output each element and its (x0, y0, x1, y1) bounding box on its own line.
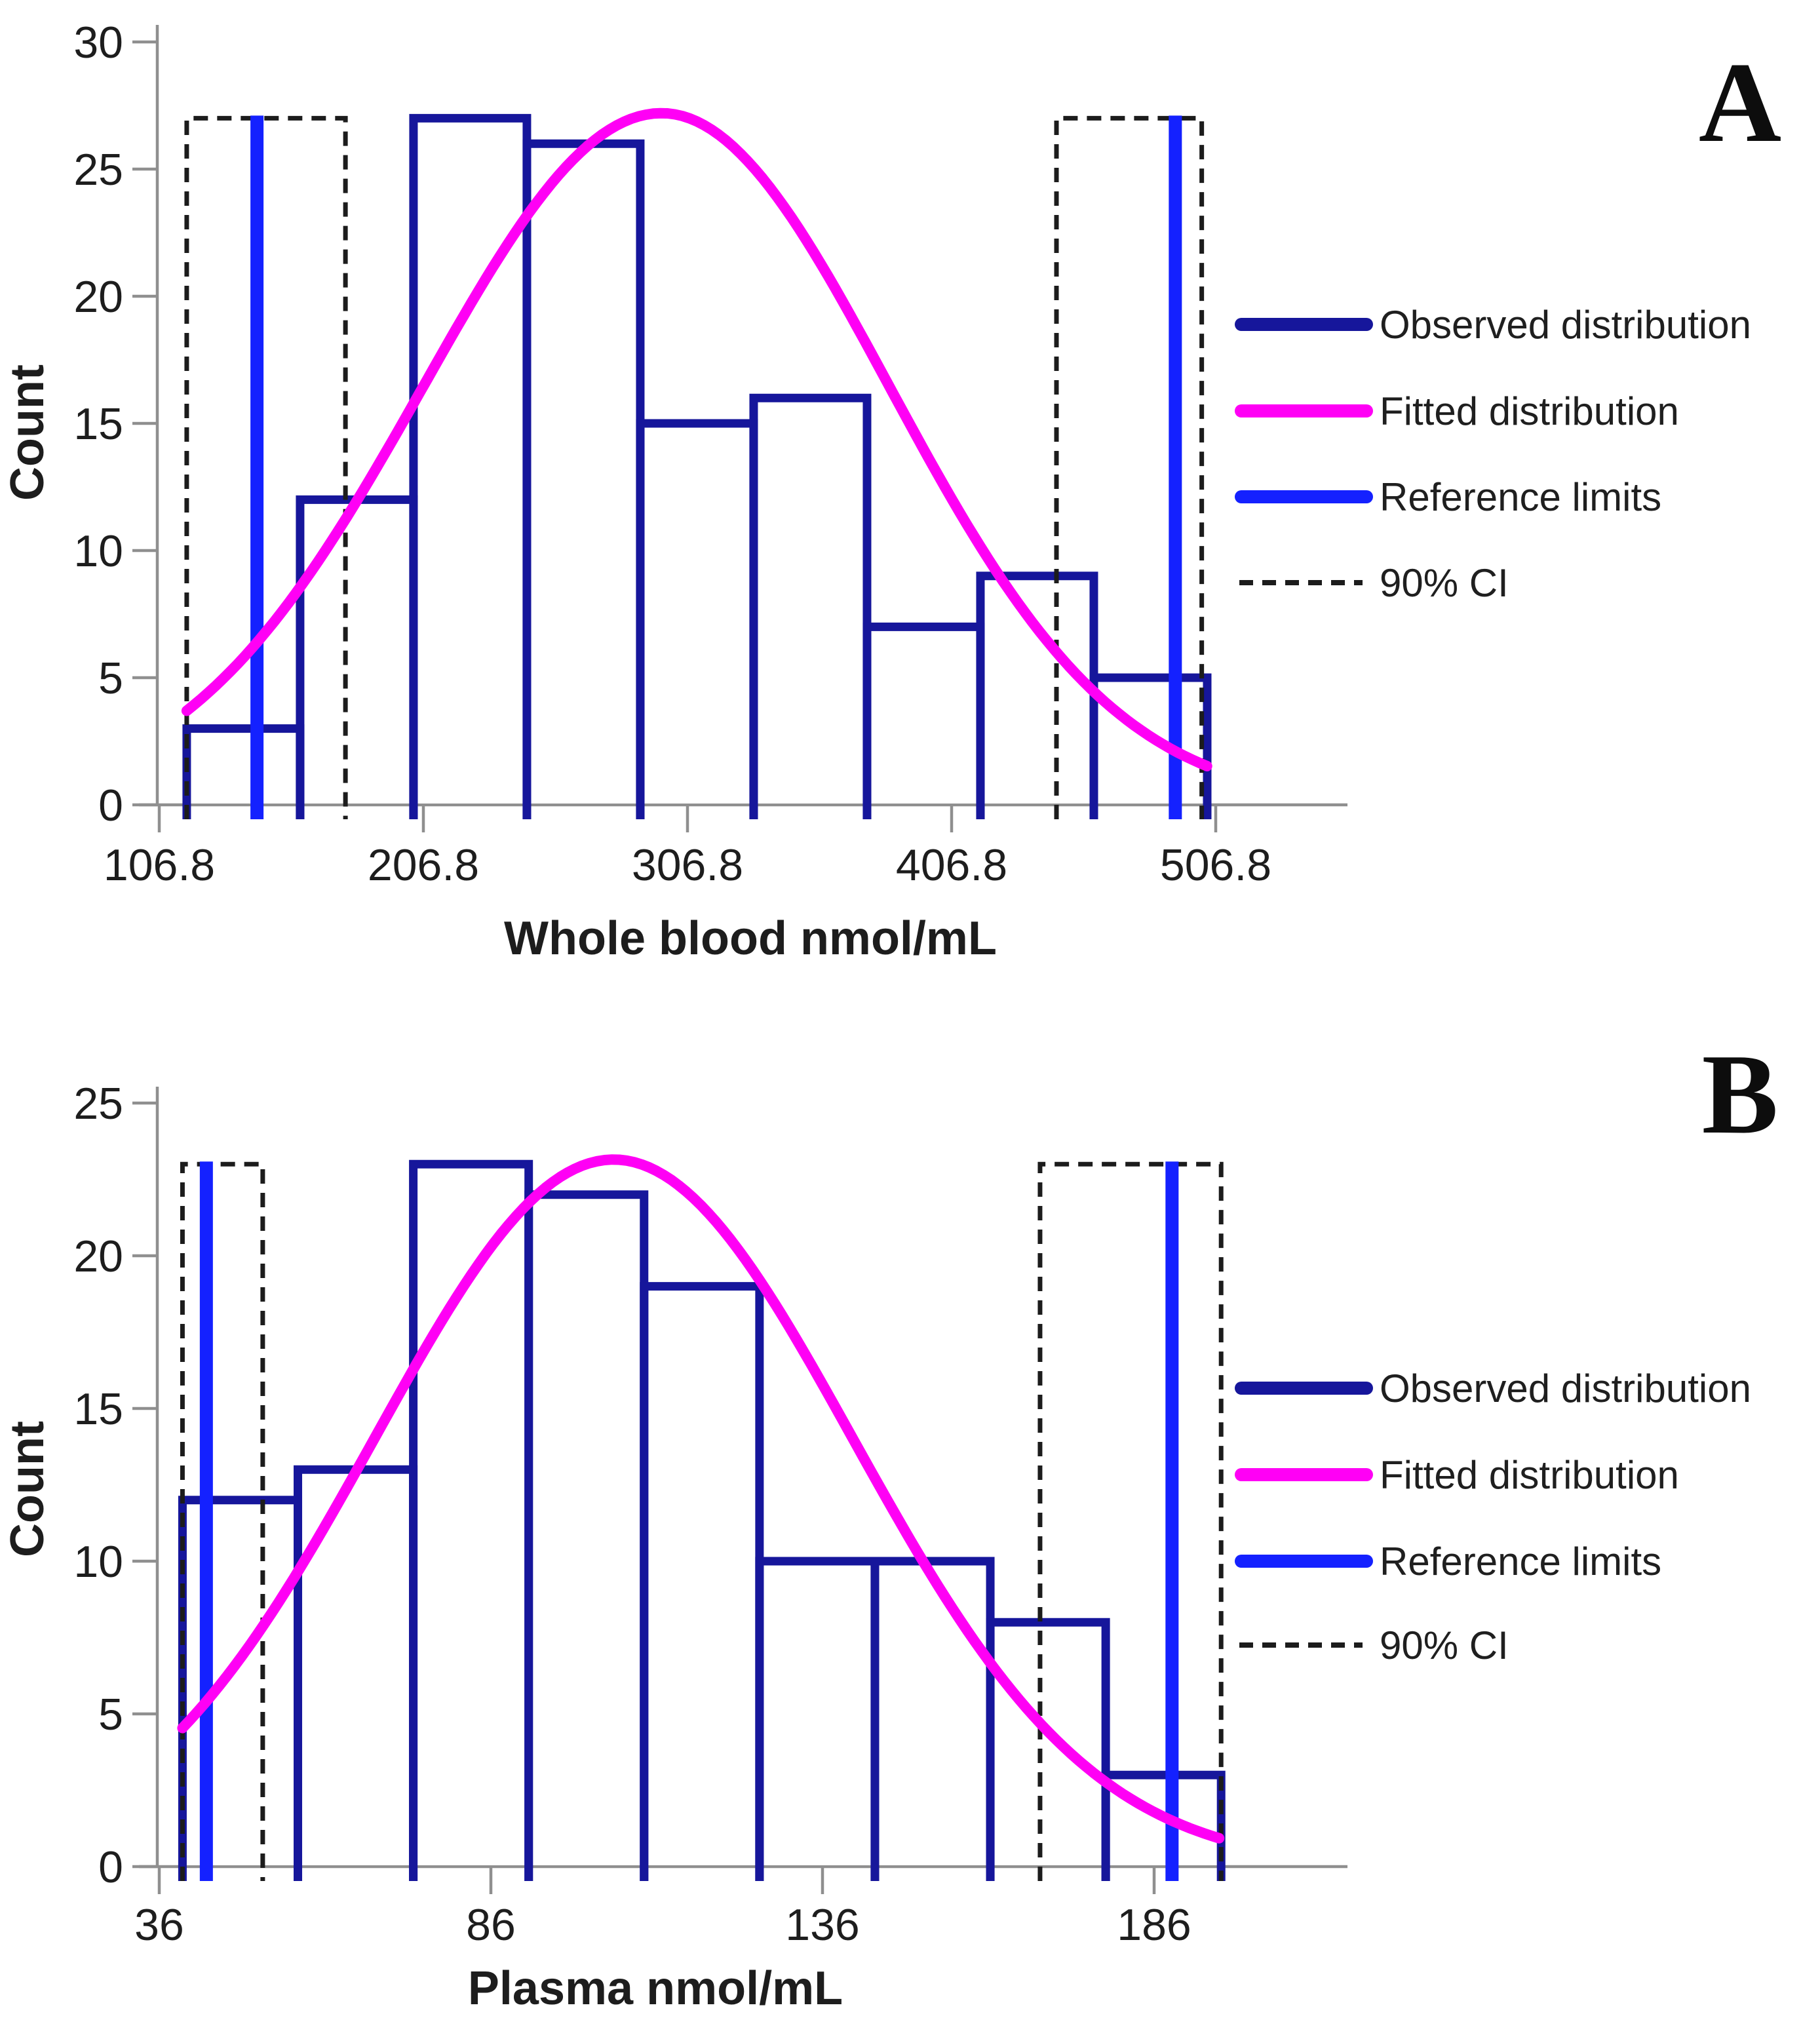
y-tick-label: 20 (73, 1232, 123, 1281)
y-tick-label: 30 (73, 18, 123, 68)
panel-letter: B (1702, 1030, 1779, 1157)
legend-label: Reference limits (1380, 1540, 1661, 1583)
fitted-curve (177, 1154, 1225, 1844)
histogram-bar-fill (186, 728, 300, 804)
y-tick-label: 15 (73, 399, 123, 449)
y-tick-label: 20 (73, 272, 123, 322)
histogram-bar-fill (980, 575, 1094, 804)
legend-item: Observed distribution (1235, 303, 1751, 347)
x-tick-label: 36 (134, 1900, 184, 1950)
y-tick-label: 25 (73, 145, 123, 195)
legend-label: 90% CI (1380, 1623, 1509, 1667)
legend-label: Observed distribution (1380, 303, 1751, 347)
y-axis-title: Count (1, 364, 54, 501)
x-tick-label: 306.8 (632, 840, 743, 890)
ci-box (180, 1161, 265, 1881)
y-tick-label: 15 (73, 1384, 123, 1434)
y-tick-label: 10 (73, 526, 123, 576)
legend-item: Fitted distribution (1235, 1453, 1679, 1497)
histogram-bar-fill (300, 499, 414, 804)
histogram-bar-fill (644, 1286, 760, 1865)
y-tick-label: 0 (98, 1842, 123, 1892)
y-axis-title: Count (1, 1421, 54, 1557)
y-tick-label: 5 (98, 1690, 123, 1739)
histogram-bar-fill (866, 627, 980, 804)
legend-item: Fitted distribution (1235, 389, 1679, 433)
histogram-bar-fill (640, 423, 754, 804)
histogram-bar (1089, 673, 1212, 819)
panel-a: A Whole blood nmol/mL Count 106.8 206.8 30… (1, 18, 1781, 965)
histogram-bar-fill (753, 398, 867, 804)
legend-item: Reference limits (1235, 475, 1661, 519)
legend-label: Fitted distribution (1380, 389, 1679, 433)
panel-b: B Plasma nmol/mL Count 36 86 136 186 0 5 10 15 2… (1, 1030, 1778, 2015)
x-axis-title: Plasma nmol/mL (468, 1962, 843, 2015)
x-tick-label: 206.8 (368, 840, 479, 890)
panel-letter: A (1699, 39, 1781, 166)
y-tick-label: 25 (73, 1079, 123, 1129)
legend-item: 90% CI (1239, 561, 1509, 605)
x-tick-label: 106.8 (104, 840, 215, 890)
histogram-bar-fill (182, 1500, 298, 1865)
histogram-bar-fill (874, 1561, 991, 1865)
x-axis-title: Whole blood nmol/mL (504, 912, 997, 965)
ci-box (1037, 1161, 1224, 1881)
histogram-bar-fill (413, 118, 527, 804)
ci-box (184, 115, 348, 819)
y-tick-label: 0 (98, 781, 123, 830)
histogram-bar (986, 1618, 1110, 1881)
legend-label: Observed distribution (1380, 1367, 1751, 1410)
legend-label: Reference limits (1380, 475, 1661, 519)
x-tick-label: 86 (466, 1900, 516, 1950)
x-tick-label: 136 (785, 1900, 859, 1950)
x-tick-label: 186 (1117, 1900, 1191, 1950)
fitted-curve (181, 107, 1212, 771)
legend-item: 90% CI (1239, 1623, 1509, 1667)
legend-label: Fitted distribution (1380, 1453, 1679, 1497)
legend: Observed distribution Fitted distribution… (1235, 1367, 1751, 1667)
histogram-bar (749, 393, 872, 819)
legend-item: Observed distribution (1235, 1367, 1751, 1410)
x-tick-label: 406.8 (896, 840, 1007, 890)
y-tick-label: 10 (73, 1537, 123, 1587)
histogram-bar-fill (526, 144, 640, 804)
histogram-bar-fill (990, 1622, 1106, 1865)
histogram-bar-fill (759, 1561, 875, 1865)
y-tick-label: 5 (98, 653, 123, 703)
legend-label: 90% CI (1380, 561, 1509, 605)
legend: Observed distribution Fitted distribution… (1235, 303, 1751, 605)
legend-item: Reference limits (1235, 1540, 1661, 1583)
histogram-bar-fill (298, 1469, 414, 1865)
histogram-bar-fill (528, 1194, 644, 1865)
x-tick-label: 506.8 (1160, 840, 1271, 890)
